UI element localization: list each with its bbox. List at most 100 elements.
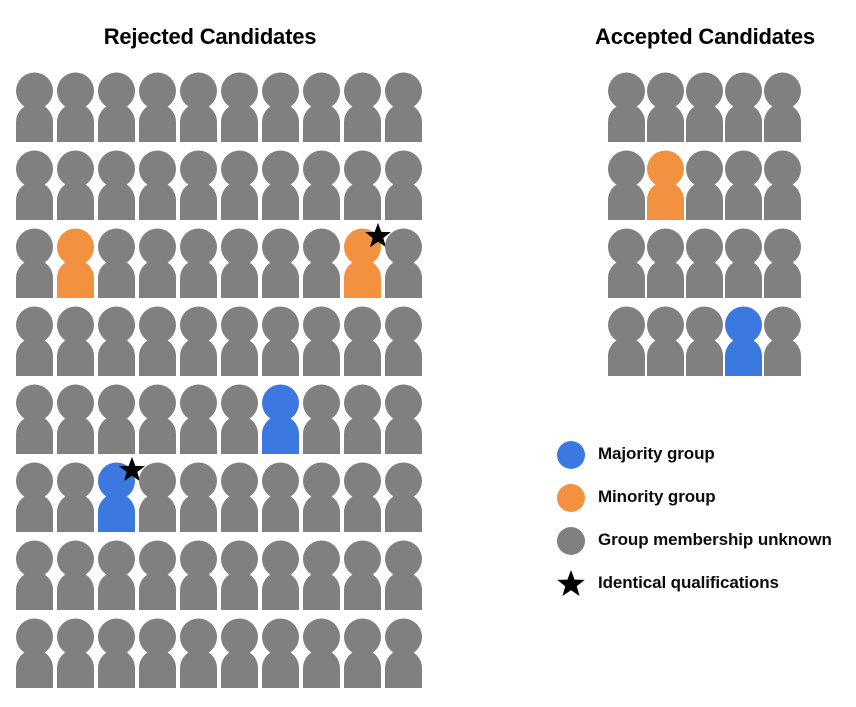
candidate-figure <box>180 540 221 618</box>
candidate-figure <box>139 462 180 540</box>
legend-item: Majority group <box>556 440 852 470</box>
candidate-figure <box>385 306 426 384</box>
candidate-figure <box>57 540 98 618</box>
candidate-figure <box>764 72 803 150</box>
candidate-figure <box>180 618 221 696</box>
legend-circle-icon <box>556 440 586 470</box>
candidate-figure <box>221 462 262 540</box>
candidate-figure <box>180 72 221 150</box>
legend-item-label: Majority group <box>598 444 715 463</box>
candidate-figure <box>385 540 426 618</box>
candidate-figure <box>686 150 725 228</box>
accepted-panel-title: Accepted Candidates <box>595 24 815 49</box>
legend-dot <box>557 484 585 512</box>
candidate-figure <box>303 306 344 384</box>
legend-item-label: Group membership unknown <box>598 530 832 549</box>
candidate-figure <box>98 228 139 306</box>
candidate-figure <box>16 150 57 228</box>
candidate-figure <box>344 306 385 384</box>
candidate-figure <box>303 384 344 462</box>
candidate-figure <box>221 72 262 150</box>
candidate-figure <box>16 540 57 618</box>
legend-item: Group membership unknown <box>556 526 852 556</box>
legend-circle-icon <box>556 483 586 513</box>
candidate-figure <box>344 72 385 150</box>
candidate-figure <box>344 150 385 228</box>
legend-star-icon <box>556 569 586 599</box>
candidate-figure <box>764 228 803 306</box>
candidate-figure <box>725 72 764 150</box>
candidate-figure <box>303 228 344 306</box>
candidate-figure <box>608 306 647 384</box>
candidate-figure <box>385 228 426 306</box>
candidate-figure <box>262 150 303 228</box>
candidate-figure <box>139 306 180 384</box>
candidate-figure <box>98 306 139 384</box>
candidate-figure <box>180 384 221 462</box>
candidate-figure <box>221 228 262 306</box>
legend-item-label: Minority group <box>598 487 716 506</box>
candidate-figure <box>221 540 262 618</box>
legend-item-label: Identical qualifications <box>598 573 779 592</box>
candidate-figure <box>647 72 686 150</box>
candidate-figure <box>16 618 57 696</box>
rejected-candidates-grid <box>16 72 426 696</box>
candidate-figure <box>57 384 98 462</box>
candidate-figure <box>180 462 221 540</box>
candidate-figure <box>686 306 725 384</box>
candidate-figure <box>180 228 221 306</box>
candidate-figure <box>385 150 426 228</box>
candidate-figure <box>16 384 57 462</box>
candidate-figure <box>608 228 647 306</box>
candidate-figure <box>139 150 180 228</box>
candidate-figure <box>344 222 391 306</box>
candidate-figure <box>57 306 98 384</box>
candidate-figure <box>385 384 426 462</box>
candidate-figure <box>647 228 686 306</box>
candidate-figure <box>303 462 344 540</box>
candidate-figure <box>385 72 426 150</box>
candidate-figure <box>303 72 344 150</box>
candidate-figure <box>57 462 98 540</box>
candidate-figure <box>262 228 303 306</box>
candidate-figure <box>344 540 385 618</box>
candidate-figure <box>725 228 764 306</box>
candidate-figure <box>139 384 180 462</box>
candidate-figure <box>221 306 262 384</box>
candidate-figure <box>139 618 180 696</box>
candidate-figure <box>303 150 344 228</box>
candidate-figure <box>303 540 344 618</box>
candidate-figure <box>303 618 344 696</box>
legend-dot <box>557 441 585 469</box>
candidate-figure <box>262 306 303 384</box>
candidate-figure <box>262 384 303 462</box>
legend-item: Minority group <box>556 483 852 513</box>
candidate-figure <box>16 72 57 150</box>
candidate-figure <box>608 150 647 228</box>
candidate-figure <box>98 150 139 228</box>
candidate-figure <box>98 618 139 696</box>
candidate-figure <box>98 72 139 150</box>
candidate-figure <box>98 540 139 618</box>
candidate-figure <box>262 618 303 696</box>
candidate-figure <box>57 150 98 228</box>
candidate-figure <box>16 306 57 384</box>
candidate-figure <box>344 462 385 540</box>
accepted-candidates-grid <box>608 72 803 384</box>
candidate-figure <box>16 462 57 540</box>
candidate-figure <box>608 72 647 150</box>
candidate-figure <box>180 306 221 384</box>
candidate-figure <box>647 306 686 384</box>
candidate-figure <box>686 72 725 150</box>
candidate-figure <box>57 618 98 696</box>
candidate-figure <box>764 150 803 228</box>
legend-dot <box>557 527 585 555</box>
candidate-figure <box>262 462 303 540</box>
candidate-figure <box>262 540 303 618</box>
candidate-figure <box>647 150 686 228</box>
candidate-figure <box>98 384 139 462</box>
legend-circle-icon <box>556 526 586 556</box>
candidate-figure <box>139 540 180 618</box>
candidate-figure <box>16 228 57 306</box>
candidate-figure <box>385 462 426 540</box>
